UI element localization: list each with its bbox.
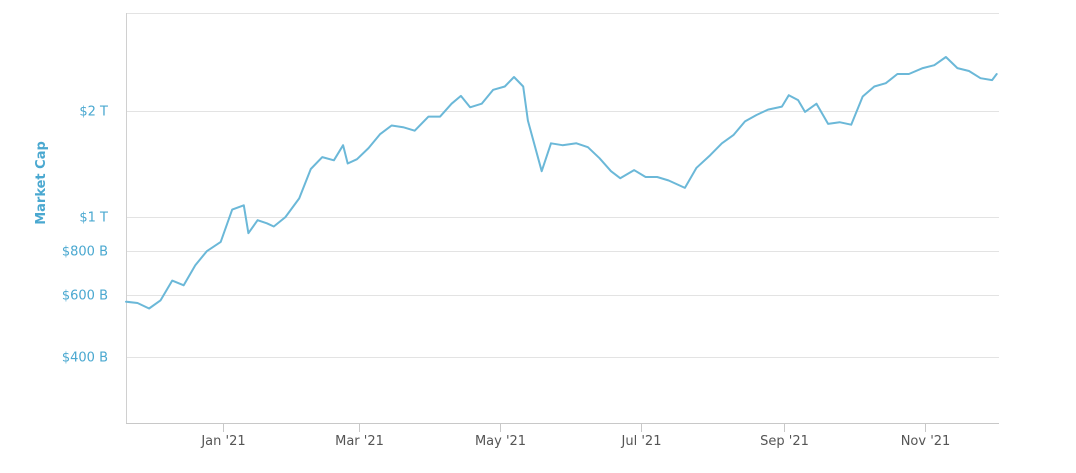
x-tick-label: Jan '21 (200, 434, 245, 449)
x-tick-label: Sep '21 (760, 434, 809, 449)
x-tick-label: Nov '21 (901, 434, 951, 449)
x-tick-label: Mar '21 (335, 434, 384, 449)
y-tick-label: $1 T (79, 211, 108, 226)
y-tick-label: $800 B (62, 245, 108, 260)
y-tick-label: $2 T (79, 105, 108, 120)
x-tick-labels: Jan '21 Mar '21 May '21 Jul '21 Sep '21 Nov '… (200, 434, 950, 449)
x-tick-label: May '21 (475, 434, 526, 449)
y-tick-labels: $400 B $600 B $800 B $1 T $2 T (62, 105, 108, 366)
market-cap-line (125, 56, 998, 310)
y-axis-title: Market Cap (34, 141, 49, 225)
x-tick-label: Jul '21 (621, 434, 662, 449)
y-tick-label: $600 B (62, 289, 108, 304)
y-tick-label: $400 B (62, 351, 108, 366)
series-layer (125, 56, 998, 310)
axes (126, 13, 999, 432)
grid-lines (126, 13, 999, 358)
